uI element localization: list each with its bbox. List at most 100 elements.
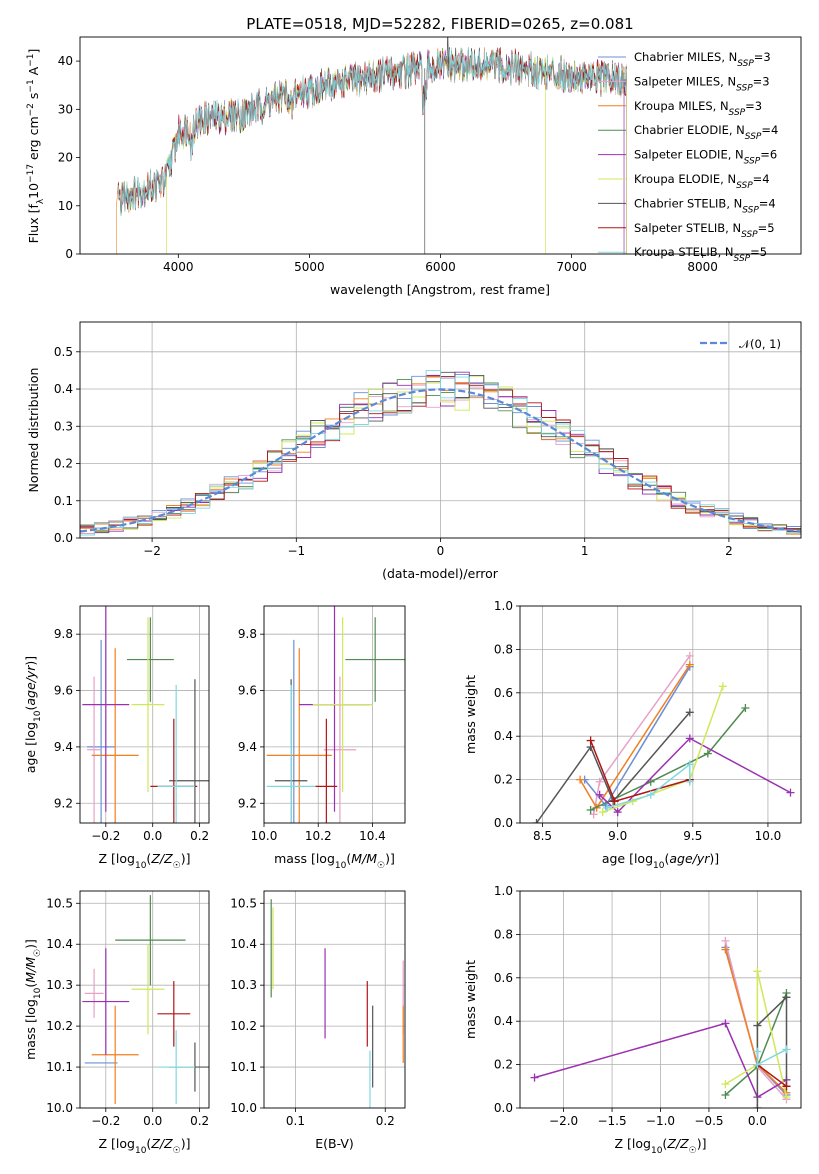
weight-marker: [595, 790, 604, 799]
normal-curve: [80, 388, 801, 533]
x-axis-label: Z [log10(Z/Z☉)]: [615, 1136, 707, 1156]
axes-frame: [263, 890, 406, 1109]
y-tick-label: 9.4: [54, 740, 73, 754]
y-tick-label: 0.2: [494, 1058, 513, 1072]
weight-marker: [753, 1104, 762, 1108]
weight-vs-metallicity-panel: −2.0 −1.5 −1.0 −0.5 0.0 0.0 0.2 0.4 0.6 0.8 1.0 Z […: [463, 884, 802, 1156]
y-axis-label: age [log10(age/yr)]: [23, 656, 43, 773]
label-part: (: [346, 851, 351, 866]
label-part: =6: [760, 148, 777, 162]
label-part: =5: [750, 245, 767, 259]
label-part: −17: [26, 164, 36, 183]
weight-line-kroupa_elodie: [725, 971, 788, 1098]
y-axis-label: Normed distribution: [26, 368, 41, 493]
weight-marker: [753, 967, 762, 976]
y-tick-label: 10.5: [230, 896, 257, 910]
label-part: =4: [759, 196, 776, 210]
plot-area: [80, 606, 209, 823]
y-tick-label: 10.2: [46, 1019, 73, 1033]
weight-marker: [586, 805, 595, 814]
label-part: )]: [23, 656, 38, 666]
x-axis-label: age [log10(age/yr)]: [602, 851, 719, 871]
y-tick-label: 9.8: [54, 627, 73, 641]
x-tick-label: 0.2: [190, 1114, 209, 1128]
label-part: −2: [26, 103, 36, 116]
weight-marker: [721, 936, 730, 945]
label-part: SSP: [737, 59, 754, 69]
spectrum-sky-line: [446, 37, 449, 71]
y-tick-label: 0.0: [494, 816, 513, 830]
weight-marker: [782, 993, 791, 1002]
label-part: Chabrier STELIB, N: [634, 196, 742, 210]
weight-marker: [753, 1021, 762, 1030]
y-tick-label: 0.1: [54, 494, 73, 508]
label-part: SSP: [729, 108, 746, 118]
x-tick-label: −2.0: [549, 1114, 578, 1128]
label-part: (: [664, 851, 669, 866]
x-tick-label: 0: [437, 544, 445, 558]
weight-line-chabrier_stelib: [535, 711, 691, 823]
weight-marker: [721, 945, 730, 954]
weight-marker: [718, 682, 727, 691]
x-tick-label: 2: [725, 544, 733, 558]
weight-line-salpeter_elodie: [534, 1022, 787, 1099]
label-part: 10: [26, 183, 41, 199]
x-tick-label: 8.5: [533, 829, 552, 843]
x-axis-label: E(B-V): [315, 1136, 354, 1151]
legend-entry: Kroupa STELIB, NSSP=5: [634, 245, 767, 264]
weight-marker: [646, 790, 655, 799]
axes-frame: [263, 605, 406, 824]
label-part: SSP: [744, 157, 761, 167]
y-tick-label: 10.1: [46, 1060, 73, 1074]
label-part: ☉: [689, 1146, 697, 1156]
weight-marker: [589, 810, 598, 819]
mass-vs-metallicity-panel: −0.2 0.0 0.2 10.0 10.1 10.2 10.3 10.4 10.5 Z [log…: [23, 890, 210, 1156]
histogram-kroupa_stelib: [80, 369, 801, 536]
weight-marker: [685, 708, 694, 717]
y-tick-label: 9.2: [238, 796, 257, 810]
weight-marker: [685, 760, 694, 769]
label-part: )]: [697, 1136, 707, 1151]
legend-entry: Chabrier MILES, NSSP=3: [634, 50, 771, 69]
x-axis-label: mass [log10(M/M☉)]: [274, 851, 395, 871]
axes-frame: [519, 605, 802, 824]
histogram-salpeter_elodie: [80, 371, 801, 533]
y-tick-label: 1.0: [494, 884, 513, 898]
y-axis-label: mass [log10(M/M☉)]: [23, 939, 43, 1060]
residuals-panel: −2 −1 0 1 2 0.0 0.1 0.2 0.3 0.4 0.5 𝒩(0, 1) (data-mo…: [26, 321, 802, 581]
label-part: 10: [653, 861, 665, 871]
y-tick-label: 10.0: [230, 1101, 257, 1115]
x-tick-label: 0.0: [143, 829, 162, 843]
legend-entry: Kroupa MILES, NSSP=3: [634, 99, 762, 118]
x-tick-label: 4000: [163, 260, 194, 274]
y-tick-label: 10.1: [230, 1060, 257, 1074]
y-tick-label: 0: [65, 247, 73, 261]
label-part: ]: [26, 49, 41, 54]
x-axis-label: wavelength [Angstrom, rest frame]: [330, 282, 550, 297]
y-tick-label: 0.2: [494, 773, 513, 787]
y-tick-label: 30: [58, 102, 73, 116]
label-part: ☉: [173, 1146, 181, 1156]
spectrum-kroupa_stelib: [117, 47, 627, 217]
weight-line-salpeter_stelib: [756, 1063, 787, 1087]
weight-marker: [782, 1045, 791, 1054]
label-part: mass [log: [23, 999, 38, 1060]
x-tick-label: −1: [287, 544, 305, 558]
y-tick-label: 10.3: [46, 978, 73, 992]
x-tick-label: 1: [581, 544, 589, 558]
weight-marker: [595, 777, 604, 786]
x-tick-label: 6000: [425, 260, 456, 274]
label-part: SSP: [742, 205, 759, 215]
label-part: age [log: [23, 722, 38, 773]
y-tick-label: 0.0: [494, 1101, 513, 1115]
y-tick-label: 9.6: [238, 684, 257, 698]
weight-marker: [613, 808, 622, 817]
x-tick-label: −1.0: [646, 1114, 675, 1128]
label-part: Z/Z: [150, 1136, 173, 1151]
label-part: Z [log: [615, 1136, 651, 1151]
y-tick-label: 0.8: [494, 642, 513, 656]
y-tick-label: 9.2: [54, 796, 73, 810]
x-tick-label: 0.0: [748, 1114, 767, 1128]
label-part: age/yr: [23, 665, 38, 706]
